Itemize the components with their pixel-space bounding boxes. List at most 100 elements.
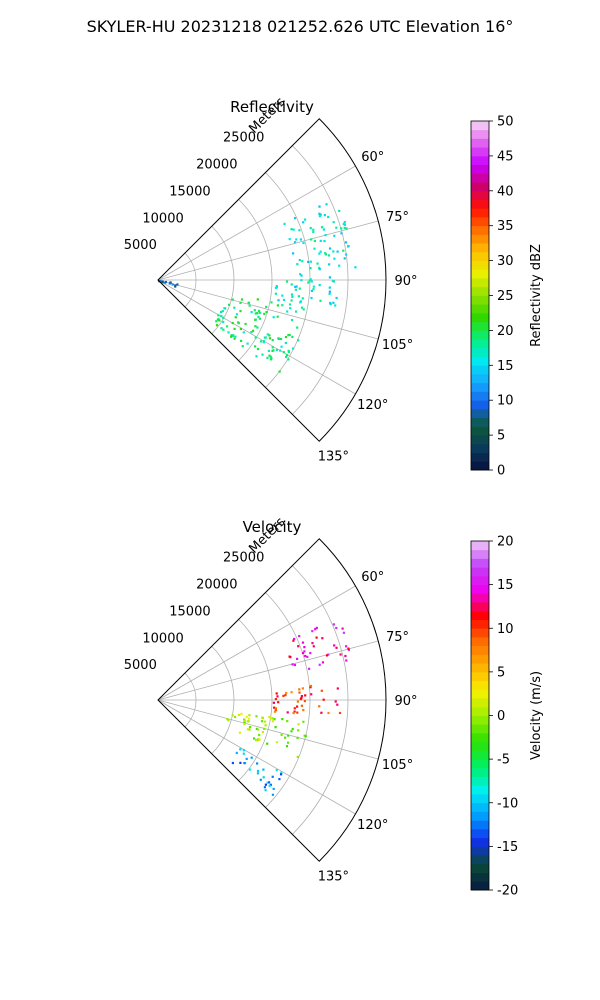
- radar-gate: [264, 724, 267, 727]
- radar-gate: [257, 315, 260, 319]
- radar-gate: [259, 778, 262, 781]
- radar-gate: [268, 781, 271, 784]
- colorbar-band: [471, 575, 489, 586]
- radar-gate: [338, 209, 341, 212]
- colorbar-band: [471, 295, 489, 305]
- radar-gate: [275, 348, 278, 351]
- panel-reflectivity: Reflectivity500010000150002000025000Mete…: [124, 94, 544, 478]
- radar-gate: [306, 655, 309, 658]
- radar-gate: [300, 704, 303, 707]
- radar-gate: [287, 734, 290, 737]
- theta-tick-label: 120°: [357, 818, 388, 833]
- colorbar-band: [471, 741, 489, 751]
- radar-gate: [327, 215, 330, 219]
- polar-grid: [157, 565, 386, 862]
- radar-gate: [334, 304, 337, 307]
- radar-gate: [298, 229, 301, 232]
- radial-tick-label: 5000: [124, 238, 157, 253]
- radar-gate: [280, 773, 283, 776]
- colorbar-band: [471, 382, 489, 392]
- radar-gate: [338, 711, 342, 715]
- radar-gate: [293, 241, 297, 244]
- radar-gate: [288, 655, 291, 658]
- radar-gate: [268, 716, 271, 719]
- radar-gate: [276, 304, 279, 307]
- radar-gate: [262, 768, 265, 771]
- radar-gate: [279, 337, 283, 341]
- radar-gate: [322, 698, 325, 701]
- colorbar-band: [471, 837, 489, 847]
- radar-gate: [257, 728, 260, 731]
- theta-tick-label: 105°: [382, 338, 413, 353]
- radar-gate: [316, 262, 319, 265]
- radar-gate: [319, 239, 322, 242]
- radial-tick-label: 15000: [169, 184, 210, 199]
- colorbar-tick-label: 20: [497, 535, 514, 550]
- radar-gate: [268, 354, 271, 357]
- colorbar-band: [471, 654, 489, 664]
- radar-gate: [248, 717, 251, 720]
- radial-tick-label: 20000: [196, 578, 237, 593]
- radar-gate: [267, 349, 270, 352]
- radar-gate: [300, 696, 303, 700]
- radar-gate: [333, 234, 336, 237]
- colorbar-band: [471, 759, 489, 769]
- radar-gate: [297, 729, 300, 732]
- radar-gate: [275, 769, 278, 772]
- radar-gate: [218, 319, 221, 322]
- radial-tick-label: 10000: [142, 211, 183, 226]
- radar-gate: [302, 241, 305, 244]
- radar-gate: [318, 205, 321, 208]
- figure-suptitle: SKYLER-HU 20231218 021252.626 UTC Elevat…: [87, 17, 514, 36]
- radar-gate: [286, 741, 290, 744]
- radar-gate: [242, 752, 245, 755]
- radar-gate: [281, 294, 284, 297]
- theta-tick-label: 135°: [318, 869, 349, 884]
- radar-gate: [272, 349, 275, 352]
- radar-gate: [243, 718, 246, 721]
- radar-gate: [258, 733, 261, 737]
- radar-gate: [286, 711, 289, 714]
- azimuth-spoke: [157, 279, 379, 340]
- radar-gate: [264, 789, 267, 792]
- radar-gate: [290, 691, 293, 694]
- radar-gate: [231, 761, 234, 765]
- radar-gate: [282, 694, 285, 697]
- radar-gate: [272, 701, 275, 704]
- colorbar-band: [471, 243, 489, 253]
- colorbar-band: [471, 767, 489, 777]
- radar-gate: [329, 301, 332, 305]
- radar-gate: [345, 659, 348, 662]
- radar-gate: [231, 322, 234, 325]
- radar-gate: [299, 238, 302, 241]
- radar-gate: [239, 761, 242, 764]
- radar-gate: [235, 313, 239, 316]
- radar-gate: [297, 339, 300, 342]
- radar-gate: [302, 709, 305, 712]
- radar-gate: [298, 259, 301, 262]
- radar-gate: [335, 626, 338, 630]
- radar-gate: [215, 320, 218, 323]
- radar-gate: [258, 317, 261, 320]
- radar-gate: [256, 312, 259, 315]
- radar-gate: [293, 217, 297, 220]
- radar-gate: [222, 316, 225, 319]
- radar-gate: [284, 694, 287, 697]
- radar-gate: [253, 737, 256, 740]
- radar-gate: [271, 793, 274, 796]
- radar-gate: [303, 650, 306, 653]
- radar-gate: [269, 716, 272, 720]
- radar-gate: [243, 762, 246, 765]
- radar-gate: [254, 345, 257, 348]
- radar-gate: [334, 700, 337, 703]
- radar-gate: [344, 253, 348, 256]
- colorbar-band: [471, 269, 489, 279]
- radar-gate: [268, 784, 271, 787]
- colorbar-band: [471, 391, 489, 401]
- colorbar-band: [471, 846, 489, 856]
- radar-gate: [303, 734, 306, 737]
- radar-gate: [256, 298, 259, 301]
- radar-gate: [256, 326, 259, 329]
- colorbar-band: [471, 855, 489, 865]
